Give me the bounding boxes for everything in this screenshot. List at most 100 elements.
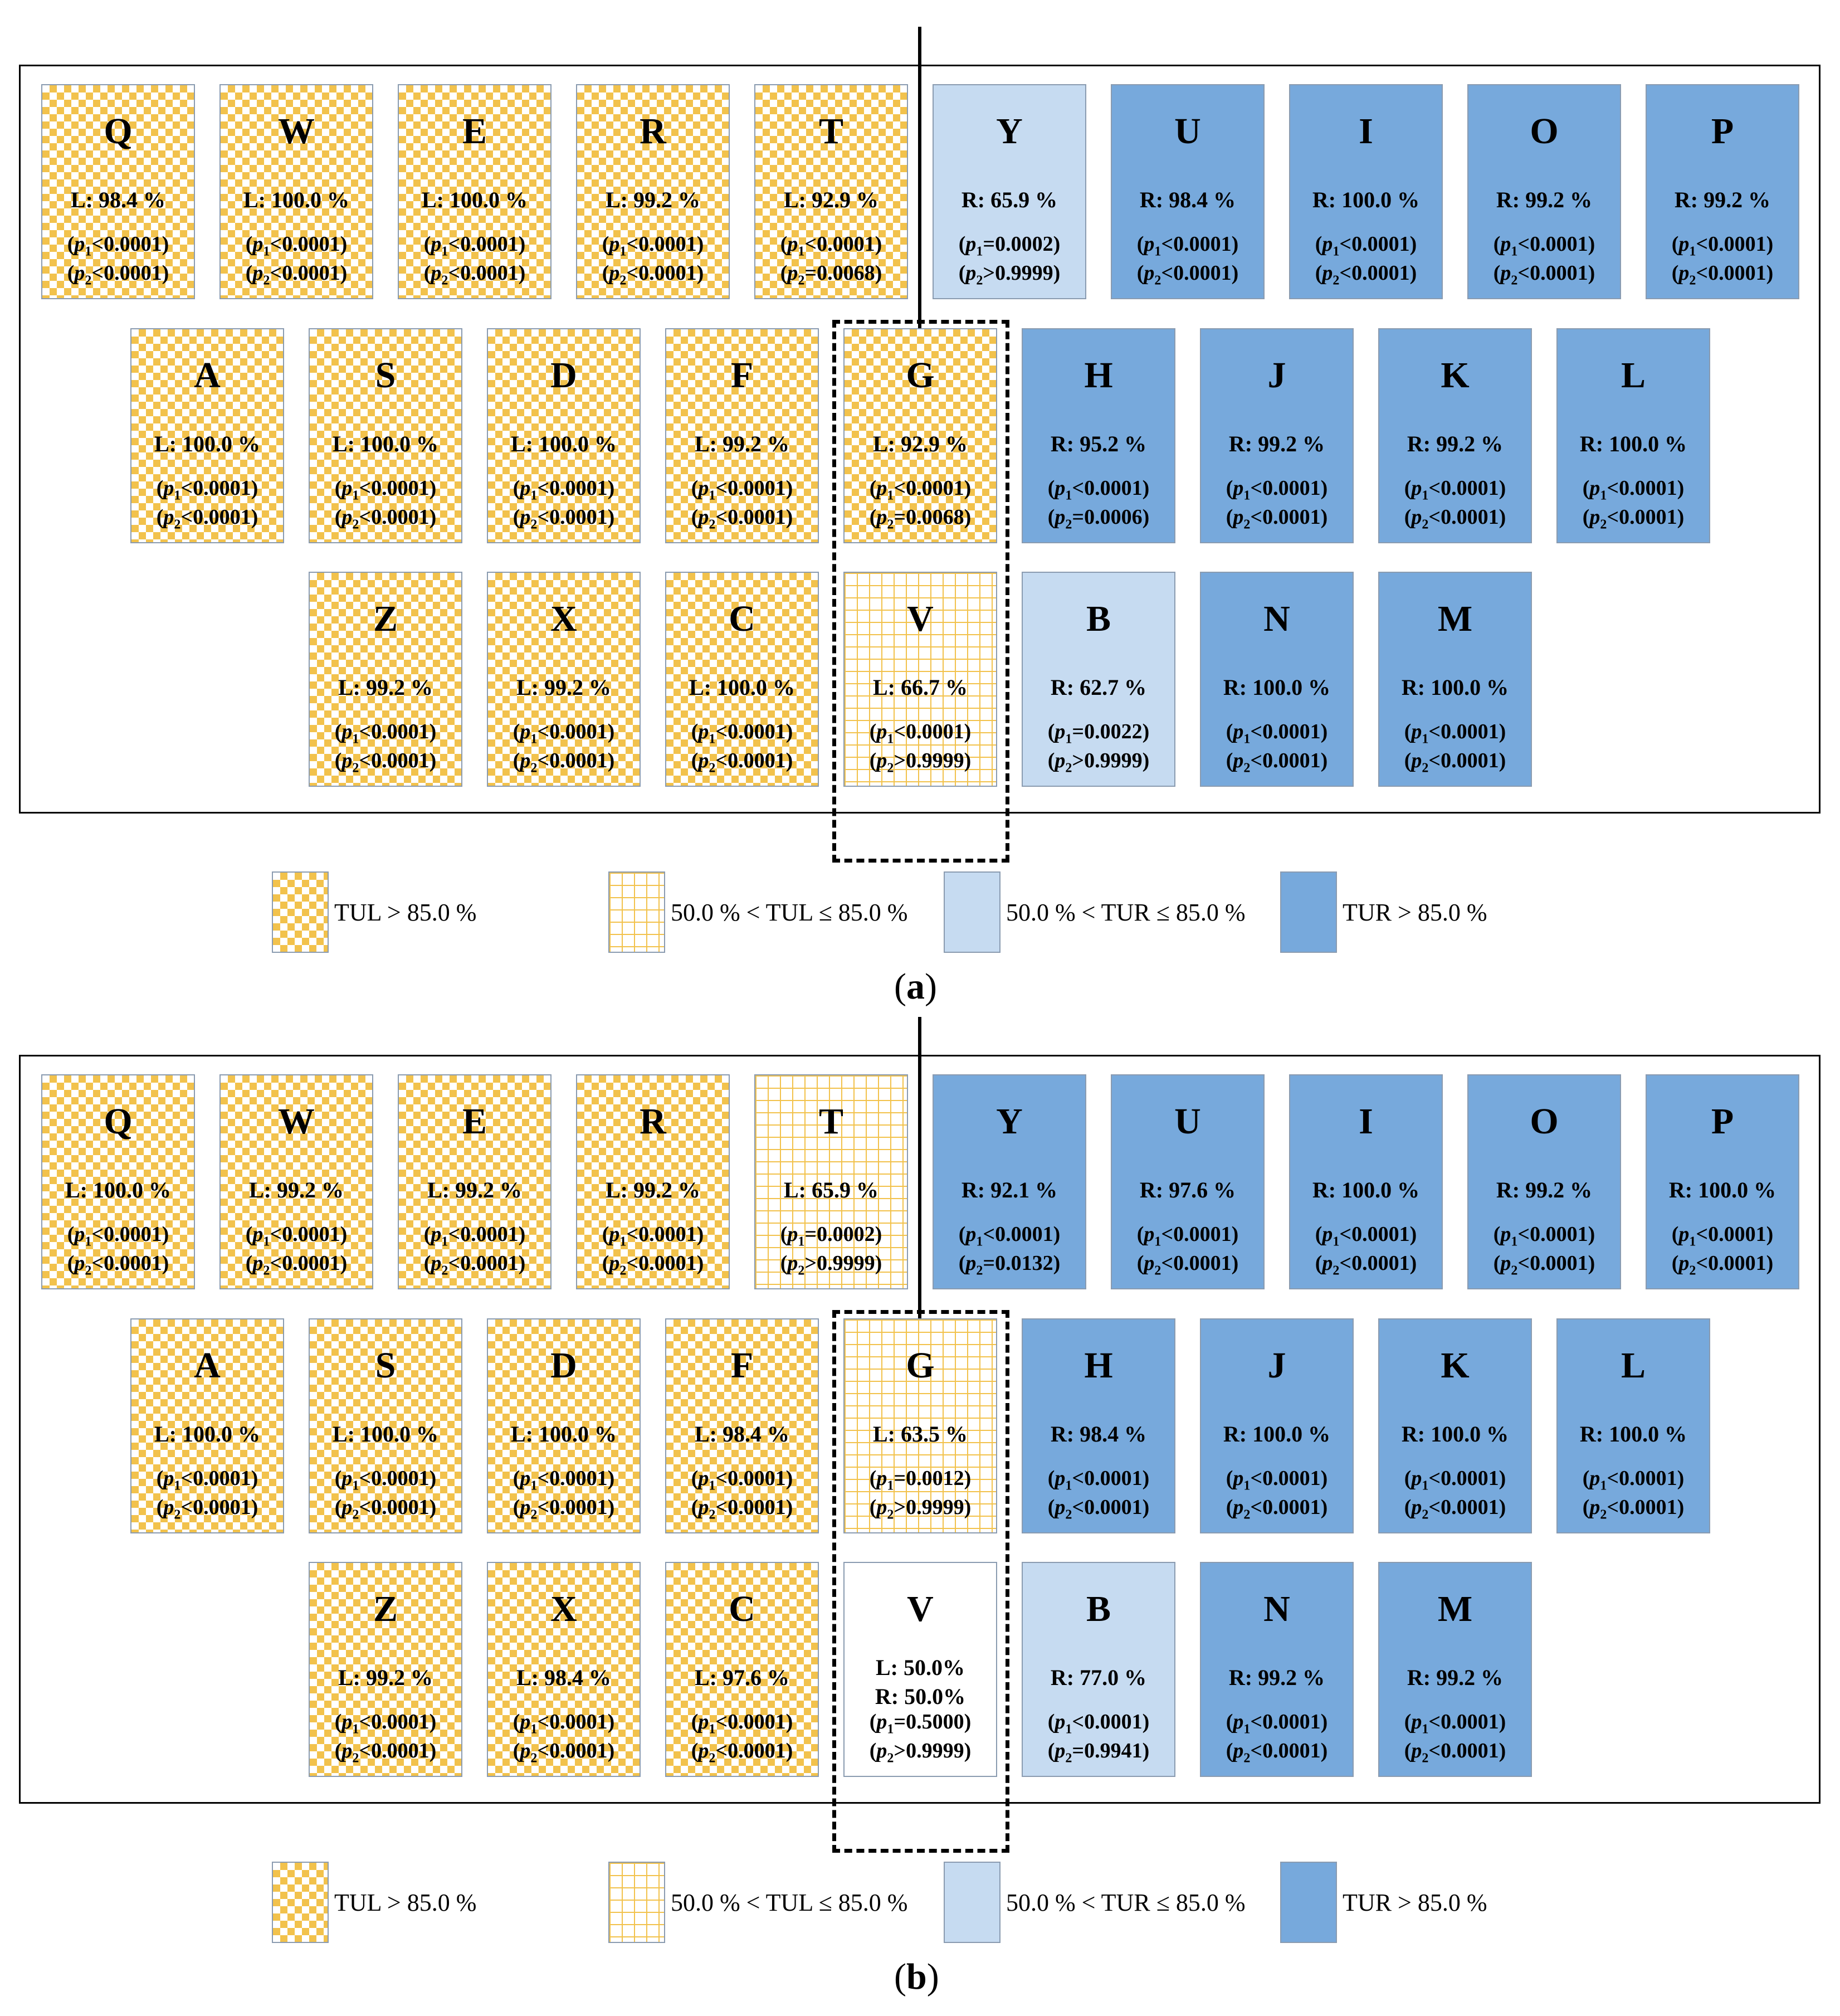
key-p2-value: (p2=0.0132)	[958, 1252, 1061, 1278]
p-subscript: 2	[619, 1263, 627, 1278]
p-symbol: p	[1322, 232, 1333, 256]
p-symbol: p	[1055, 749, 1066, 772]
key-p2-value: (p2<0.0001)	[1671, 1252, 1774, 1278]
p-subscript: 2	[709, 517, 716, 532]
p-subscript: 1	[1065, 1478, 1072, 1493]
p-subscript: 1	[1511, 1234, 1518, 1249]
p-symbol: p	[698, 1739, 709, 1762]
key-letter: F	[730, 1345, 754, 1386]
p-symbol: p	[698, 505, 709, 529]
p-subscript: 2	[352, 517, 359, 532]
key-p1-value: (p1<0.0001)	[780, 232, 882, 259]
key-j: J R: 99.2 % (p1<0.0001) (p2<0.0001)	[1200, 328, 1354, 543]
legend-label-tul-mid: 50.0 % < TUL ≤ 85.0 %	[671, 899, 908, 926]
p-symbol: p	[74, 261, 85, 285]
p-symbol: p	[1411, 505, 1422, 529]
key-p2-value: (p2=0.0006)	[1047, 505, 1150, 532]
key-letter: G	[906, 355, 935, 396]
key-letter: K	[1441, 355, 1470, 396]
p-subscript: 1	[1511, 244, 1518, 259]
key-letter: Y	[996, 1101, 1023, 1142]
key-o: O R: 99.2 % (p1<0.0001) (p2<0.0001)	[1467, 84, 1621, 299]
p-subscript: 2	[174, 517, 181, 532]
key-percentage: R: 99.2 %	[1496, 187, 1593, 212]
p-symbol: p	[431, 261, 442, 285]
p-subscript: 2	[887, 761, 894, 776]
key-percentage: R: 92.1 %	[961, 1177, 1058, 1202]
key-p1-value: (p1<0.0001)	[869, 476, 972, 503]
p-symbol: p	[1500, 1223, 1511, 1246]
key-letter: Q	[104, 1101, 133, 1142]
key-p1-value: (p1<0.0001)	[423, 232, 526, 259]
key-letter: W	[278, 1101, 315, 1142]
p-symbol: p	[252, 261, 263, 285]
key-h: H R: 95.2 % (p1<0.0001) (p2=0.0006)	[1022, 328, 1175, 543]
key-p2-value: (p2>0.9999)	[869, 749, 972, 776]
p-subscript: 2	[976, 1263, 983, 1278]
key-j: J R: 100.0 % (p1<0.0001) (p2<0.0001)	[1200, 1318, 1354, 1533]
p-subscript: 1	[1065, 1722, 1072, 1737]
key-p1-value: (p1<0.0001)	[1493, 232, 1595, 259]
p-symbol: p	[1055, 476, 1066, 500]
key-letter: R	[640, 111, 666, 152]
p-symbol: p	[1411, 1710, 1422, 1733]
key-n: N R: 99.2 % (p1<0.0001) (p2<0.0001)	[1200, 1562, 1354, 1777]
panel-letter: b	[906, 1956, 927, 1997]
key-letter: B	[1086, 598, 1111, 639]
key-p1-value: (p1=0.0012)	[869, 1467, 972, 1493]
p-subscript: 2	[441, 273, 448, 288]
p-subscript: 2	[85, 1263, 92, 1278]
panel-a-dashed-box	[832, 320, 1009, 863]
p-subscript: 2	[1333, 1263, 1340, 1278]
key-p1-value: (p1=0.0002)	[780, 1223, 882, 1249]
key-f: F L: 99.2 % (p1<0.0001) (p2<0.0001)	[665, 328, 819, 543]
p-symbol: p	[1055, 1710, 1066, 1733]
key-i: I R: 100.0 % (p1<0.0001) (p2<0.0001)	[1289, 1074, 1443, 1289]
p-subscript: 1	[709, 732, 716, 747]
key-letter: X	[550, 598, 577, 639]
key-p2-value: (p2<0.0001)	[513, 1496, 615, 1522]
p-subscript: 1	[798, 1234, 805, 1249]
key-percentage-right: R: 50.0%	[875, 1684, 966, 1709]
key-p1-value: (p1<0.0001)	[1671, 1223, 1774, 1249]
key-p2-value: (p2<0.0001)	[1226, 749, 1328, 776]
key-letter: P	[1711, 111, 1734, 152]
p-subscript: 1	[1422, 488, 1429, 503]
key-p2-value: (p2<0.0001)	[423, 1252, 526, 1278]
p-subscript: 2	[1422, 1751, 1429, 1766]
p-subscript: 2	[1689, 273, 1696, 288]
p-subscript: 2	[352, 761, 359, 776]
key-p2-value: (p2>0.9999)	[958, 261, 1061, 288]
key-percentage: L: 100.0 %	[422, 187, 528, 212]
key-letter: E	[462, 111, 487, 152]
p-subscript: 2	[352, 1507, 359, 1522]
key-p2-value: (p2<0.0001)	[245, 261, 348, 288]
key-p2-value: (p2<0.0001)	[691, 1496, 793, 1522]
key-t: T L: 65.9 % (p1=0.0002) (p2>0.9999)	[754, 1074, 908, 1289]
p-symbol: p	[1233, 720, 1244, 743]
p-subscript: 1	[1065, 732, 1072, 747]
p-symbol: p	[876, 749, 887, 772]
key-p2-value: (p2<0.0001)	[691, 749, 793, 776]
p-subscript: 1	[263, 244, 270, 259]
key-p2-value: (p2<0.0001)	[513, 505, 615, 532]
key-p2-value: (p2<0.0001)	[513, 1739, 615, 1766]
key-p1-value: (p1<0.0001)	[1671, 232, 1774, 259]
p-subscript: 2	[174, 1507, 181, 1522]
p-symbol: p	[431, 232, 442, 256]
p-symbol: p	[1144, 232, 1155, 256]
key-percentage: R: 100.0 %	[1401, 675, 1509, 700]
key-n: N R: 100.0 % (p1<0.0001) (p2<0.0001)	[1200, 572, 1354, 787]
key-percentage: L: 100.0 %	[333, 1421, 438, 1447]
key-percentage: L: 100.0 %	[689, 675, 795, 700]
p-symbol: p	[1233, 1710, 1244, 1733]
p-symbol: p	[876, 476, 887, 500]
p-symbol: p	[1055, 1739, 1066, 1762]
p-subscript: 1	[174, 488, 181, 503]
p-symbol: p	[520, 720, 531, 743]
legend-label-tur-high: TUR > 85.0 %	[1343, 1889, 1487, 1916]
key-percentage: R: 99.2 %	[1228, 1665, 1325, 1690]
legend-swatch-tur-mid	[944, 871, 1000, 953]
key-letter: K	[1441, 1345, 1470, 1386]
